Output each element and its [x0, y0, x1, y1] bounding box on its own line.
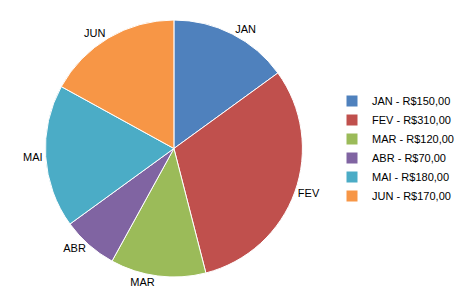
svg-text:JUN: JUN — [84, 27, 105, 39]
svg-text:MAI: MAI — [23, 151, 43, 163]
svg-text:ABR - R$70,00: ABR - R$70,00 — [372, 152, 446, 164]
svg-text:JAN - R$150,00: JAN - R$150,00 — [372, 95, 450, 107]
svg-text:MAR - R$120,00: MAR - R$120,00 — [372, 133, 454, 145]
svg-text:MAR: MAR — [130, 276, 155, 288]
svg-text:MAI - R$180,00: MAI - R$180,00 — [372, 171, 449, 183]
svg-text:FEV: FEV — [298, 187, 320, 199]
svg-text:FEV - R$310,00: FEV - R$310,00 — [372, 114, 451, 126]
svg-text:ABR: ABR — [63, 242, 86, 254]
svg-text:JUN - R$170,00: JUN - R$170,00 — [372, 190, 451, 202]
svg-text:JAN: JAN — [235, 23, 256, 35]
